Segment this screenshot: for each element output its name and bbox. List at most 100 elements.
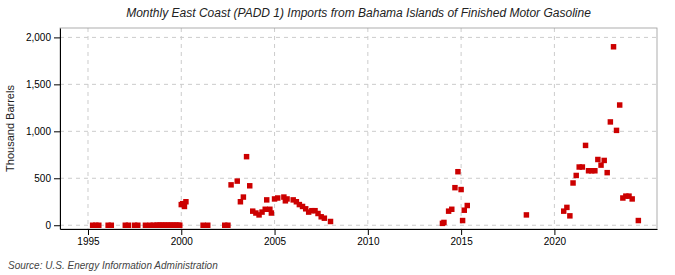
point [636,218,641,223]
point [617,102,622,107]
tick: 1,000 [26,126,60,137]
tick: 2000 [171,229,194,247]
tick-mark [554,229,555,235]
point [573,173,578,178]
point [524,212,529,217]
tick-mark [54,84,60,85]
point [595,157,600,162]
point [583,143,588,148]
tick: 500 [34,173,60,184]
point [465,203,470,208]
tick: 2010 [357,229,380,247]
tick: 2015 [450,229,473,247]
point [225,223,230,228]
grid-line [60,37,657,38]
point [234,178,239,183]
grid-line [60,178,657,179]
point [629,196,634,201]
tick-label: 1,000 [26,126,51,137]
tick: 1995 [77,229,100,247]
point [580,164,585,169]
tick-mark [88,229,89,235]
point [183,199,188,204]
point [570,180,575,185]
tick-mark [181,229,182,235]
tick-label: 1995 [77,236,100,247]
y-axis-title: Thousand Barrels [4,85,16,172]
point [592,168,597,173]
point [177,223,182,228]
chart: 1995 2000 2005 2010 2015 2020 0 500 1,000 1,500 2,… [0,0,675,275]
tick-label: 2015 [450,236,473,247]
axis-line [61,229,658,230]
point [458,187,463,192]
tick-label: 1,500 [26,79,51,90]
point [264,197,269,202]
tick-label: 2010 [357,236,380,247]
tick-mark [368,229,369,235]
point [462,207,467,212]
x-axis: 1995 2000 2005 2010 2015 2020 [61,229,658,247]
point [135,223,140,228]
tick: 2,000 [26,32,60,43]
point [452,185,457,190]
tick-mark [54,131,60,132]
tick-label: 500 [34,173,51,184]
point [275,195,280,200]
tick: 1,500 [26,79,60,90]
grid-line [181,28,182,229]
grid-line [60,131,657,132]
point [200,223,205,228]
point [228,182,233,187]
point [598,162,603,167]
point [109,223,114,228]
grid [60,28,657,229]
tick-mark [461,229,462,235]
tick-mark [54,37,60,38]
point [614,128,619,133]
grid-line [367,28,368,229]
point [262,207,267,212]
tick-label: 2020 [544,236,567,247]
point [284,196,289,201]
point [449,207,454,212]
tick-label: 2005 [264,236,287,247]
tick: 2020 [544,229,567,247]
tick-label: 2,000 [26,32,51,43]
point [601,158,606,163]
grid-line [554,28,555,229]
tick-mark [54,225,60,226]
tick-mark [54,178,60,179]
point [604,170,609,175]
tick-label: 0 [45,220,51,231]
tick: 0 [45,220,60,231]
point [455,169,460,174]
point [567,213,572,218]
tick-label: 2000 [171,236,194,247]
point [126,223,131,228]
point [460,218,465,223]
annotation: Source: U.S. Energy Information Administ… [8,260,218,271]
point [238,199,243,204]
point [611,44,616,49]
point [205,223,210,228]
point [269,210,274,215]
tick: 2005 [264,229,287,247]
y-axis: 0 500 1,000 1,500 2,000 [26,29,61,231]
point [247,183,252,188]
points [90,44,641,228]
axis-line [60,29,61,230]
point [608,119,613,124]
point [182,204,187,209]
grid-line [60,84,657,85]
title: Monthly East Coast (PADD 1) Imports from… [126,6,591,20]
point [564,205,569,210]
tick-mark [275,229,276,235]
plot-frame [60,28,657,229]
point [96,223,101,228]
point [244,154,249,159]
grid-line [461,28,462,229]
point [241,194,246,199]
point [143,223,148,228]
point [441,220,446,225]
